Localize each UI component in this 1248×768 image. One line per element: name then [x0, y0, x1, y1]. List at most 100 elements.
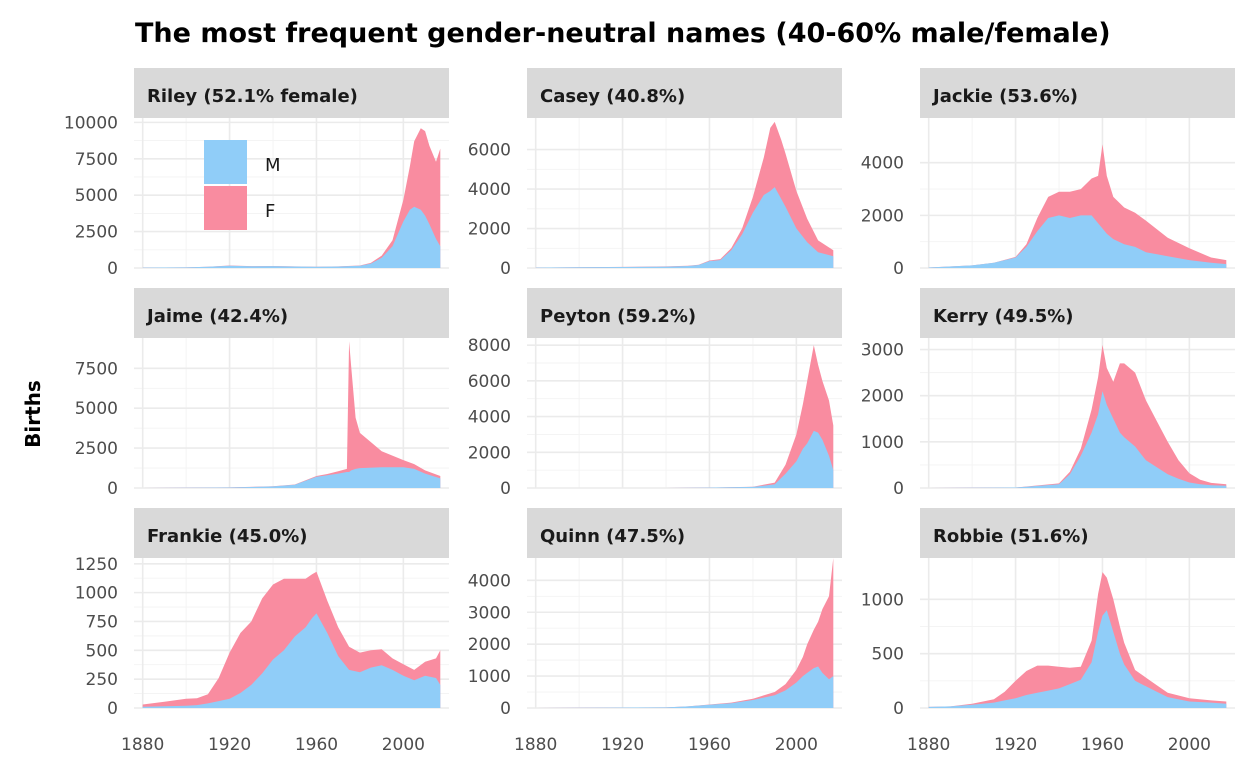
x-tick-label: 1880	[514, 735, 557, 755]
y-tick-label: 4000	[861, 154, 904, 174]
series-f-area	[142, 341, 441, 488]
series-m-area	[142, 467, 441, 488]
y-tick-label: 7500	[75, 150, 118, 170]
y-tick-label: 3000	[468, 603, 511, 623]
series-f-area	[928, 144, 1227, 268]
y-tick-label: 2000	[468, 443, 511, 463]
facet-label: Jackie (53.6%)	[931, 86, 1078, 107]
y-tick-label: 0	[893, 259, 904, 279]
panel-7: Frankie (45.0%) 0 250 500 750 1000 1250 1880 192…	[75, 508, 449, 755]
facet-strip	[134, 508, 449, 558]
panel-9: Robbie (51.6%) 0 500 1000 1880 1920 1960 2000	[861, 508, 1235, 755]
panel-1: Riley (52.1% female) 0 2500 5000 7500 10000	[64, 68, 449, 279]
legend-label-f: F	[265, 201, 275, 222]
facet-strip	[527, 68, 842, 118]
facet-strip	[527, 288, 842, 338]
y-tick-label: 4000	[468, 571, 511, 591]
facet-label: Peyton (59.2%)	[540, 306, 696, 327]
panel-3: Jackie (53.6%) 0 2000 4000	[861, 68, 1235, 279]
y-tick-label: 2500	[75, 439, 118, 459]
legend-label-m: M	[265, 155, 281, 176]
y-tick-label: 1250	[75, 555, 118, 575]
y-tick-label: 0	[893, 479, 904, 499]
panel-2: Casey (40.8%) 0 2000 4000 6000	[468, 68, 842, 279]
y-tick-label: 7500	[75, 359, 118, 379]
facet-strip	[920, 68, 1235, 118]
facet-strip	[920, 508, 1235, 558]
y-tick-label: 0	[500, 479, 511, 499]
panel-5: Peyton (59.2%) 0 2000 4000 6000 8000	[468, 288, 842, 499]
y-tick-label: 5000	[75, 186, 118, 206]
y-tick-label: 1000	[75, 584, 118, 604]
panel-6: Kerry (49.5%) 0 1000 2000 3000	[861, 288, 1235, 499]
y-tick-label: 500	[872, 645, 904, 665]
x-tick-label: 2000	[1168, 735, 1211, 755]
y-tick-label: 0	[107, 479, 118, 499]
y-tick-label: 2500	[75, 223, 118, 243]
x-tick-label: 1960	[1081, 735, 1124, 755]
y-tick-label: 2000	[861, 206, 904, 226]
series-m-area	[928, 215, 1227, 268]
y-tick-label: 500	[86, 641, 118, 661]
x-tick-label: 2000	[382, 735, 425, 755]
series-f-area	[928, 572, 1227, 708]
y-tick-label: 250	[86, 670, 118, 690]
series-m-area	[928, 391, 1227, 488]
x-tick-label: 1960	[295, 735, 338, 755]
y-tick-label: 10000	[64, 113, 118, 133]
y-tick-label: 0	[500, 259, 511, 279]
y-tick-label: 8000	[468, 336, 511, 356]
legend-key-m	[204, 140, 247, 184]
x-tick-label: 1920	[208, 735, 251, 755]
series-m-area	[142, 613, 441, 708]
x-tick-label: 1920	[601, 735, 644, 755]
facet-panels: Riley (52.1% female)025005000750010000Ca…	[64, 68, 1235, 755]
facet-strip	[527, 508, 842, 558]
facet-label: Robbie (51.6%)	[933, 526, 1089, 547]
facet-strip	[920, 288, 1235, 338]
x-tick-label: 1960	[688, 735, 731, 755]
series-m-area	[535, 430, 834, 488]
series-m-area	[535, 666, 834, 708]
y-tick-label: 3000	[861, 341, 904, 361]
legend-key-f	[204, 186, 247, 230]
y-tick-label: 2000	[468, 220, 511, 240]
y-tick-label: 1000	[861, 590, 904, 610]
y-tick-label: 4000	[468, 408, 511, 428]
facet-label: Jaime (42.4%)	[145, 306, 288, 327]
y-tick-label: 2000	[861, 387, 904, 407]
y-axis-title: Births	[21, 380, 45, 448]
y-tick-label: 1000	[861, 433, 904, 453]
y-tick-label: 1000	[468, 667, 511, 687]
facet-strip	[134, 68, 449, 118]
y-tick-label: 750	[86, 612, 118, 632]
series-f-area	[928, 344, 1227, 488]
y-tick-label: 6000	[468, 141, 511, 161]
facet-label: Casey (40.8%)	[540, 86, 685, 107]
y-tick-label: 4000	[468, 180, 511, 200]
facet-label: Riley (52.1% female)	[147, 86, 358, 107]
y-tick-label: 5000	[75, 399, 118, 419]
series-m-area	[535, 187, 834, 268]
x-tick-label: 1880	[907, 735, 950, 755]
x-tick-label: 1920	[994, 735, 1037, 755]
panel-8: Quinn (47.5%) 0 1000 2000 3000 4000 1880 1920 19…	[468, 508, 842, 755]
y-tick-label: 6000	[468, 372, 511, 392]
facet-label: Frankie (45.0%)	[147, 526, 308, 547]
y-tick-label: 0	[107, 699, 118, 719]
y-tick-label: 2000	[468, 635, 511, 655]
chart-title: The most frequent gender-neutral names (…	[135, 18, 1111, 49]
y-tick-label: 0	[500, 699, 511, 719]
legend: M F	[204, 140, 281, 230]
facet-label: Quinn (47.5%)	[540, 526, 685, 547]
y-tick-label: 0	[107, 259, 118, 279]
x-tick-label: 1880	[121, 735, 164, 755]
series-m-area	[142, 206, 441, 268]
y-tick-label: 0	[893, 699, 904, 719]
series-m-area	[928, 610, 1227, 708]
facet-strip	[134, 288, 449, 338]
x-tick-label: 2000	[775, 735, 818, 755]
panel-4: Jaime (42.4%) 0 2500 5000 7500	[75, 288, 449, 499]
facet-label: Kerry (49.5%)	[933, 306, 1074, 327]
